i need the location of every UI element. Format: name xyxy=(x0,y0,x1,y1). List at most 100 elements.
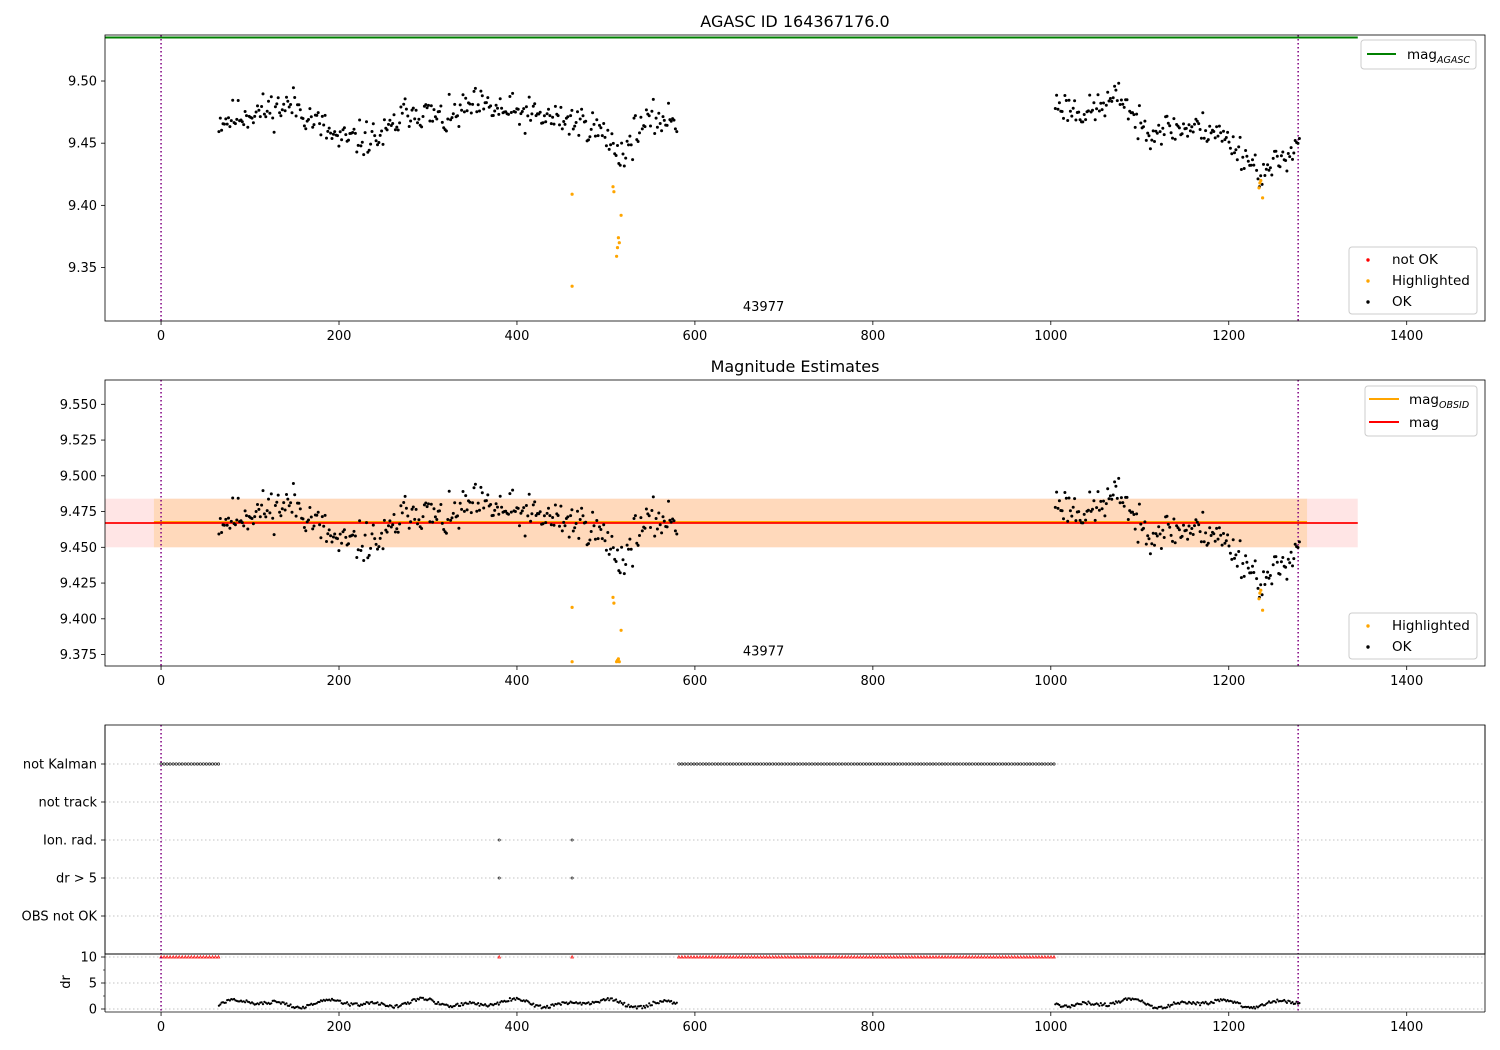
ok-point xyxy=(285,493,288,496)
ok-point xyxy=(1139,121,1143,125)
ok-point xyxy=(253,114,257,118)
ok-point xyxy=(1077,110,1081,114)
ok-point xyxy=(618,163,622,167)
ok-point xyxy=(425,505,429,509)
flag-marker xyxy=(816,762,820,766)
ok-point xyxy=(486,96,490,100)
dr-point xyxy=(544,1006,547,1009)
y-tick-label: 9.500 xyxy=(60,469,97,484)
flag-marker xyxy=(910,762,914,766)
ok-point xyxy=(513,510,517,513)
dr-clipped-marker xyxy=(919,954,923,959)
x-tick-label: 800 xyxy=(860,329,885,344)
dr-clipped-marker xyxy=(1006,954,1011,959)
ok-point xyxy=(475,110,479,114)
dr-clipped-marker xyxy=(952,954,957,959)
ok-point xyxy=(1274,149,1278,153)
ok-point xyxy=(640,529,644,533)
flag-marker xyxy=(162,762,166,766)
highlighted-point xyxy=(1261,196,1265,200)
ok-point xyxy=(1267,576,1271,580)
ok-point xyxy=(435,117,439,121)
dr-clipped-marker xyxy=(852,954,857,959)
ok-point xyxy=(553,503,557,507)
flag-marker xyxy=(873,762,877,766)
y-tick-label: 9.550 xyxy=(60,398,97,413)
ok-point xyxy=(628,134,632,138)
flag-marker xyxy=(192,762,196,766)
ok-point xyxy=(547,107,550,111)
ok-point xyxy=(1060,509,1064,513)
x-tick-label: 800 xyxy=(860,674,885,689)
ok-point xyxy=(1066,119,1070,122)
dr-clipped-marker xyxy=(728,954,733,959)
ok-point xyxy=(1241,155,1245,159)
dr-point xyxy=(1156,1007,1159,1010)
dr-clipped-marker xyxy=(870,954,875,959)
dr-clipped-marker xyxy=(776,954,781,959)
ok-point xyxy=(225,122,229,126)
ok-point xyxy=(593,134,597,138)
dr-clipped-marker xyxy=(1015,954,1020,959)
dr-clipped-marker xyxy=(791,954,796,959)
flag-marker xyxy=(801,762,805,766)
highlighted-point xyxy=(570,284,574,288)
flag-marker xyxy=(870,762,874,766)
y-tick-label: 9.400 xyxy=(60,612,97,627)
ok-point xyxy=(1162,536,1166,539)
dr-point xyxy=(461,1004,465,1007)
dr-point xyxy=(642,1004,645,1008)
flag-marker xyxy=(719,762,723,766)
dr-point xyxy=(219,1003,222,1006)
ok-point xyxy=(1150,138,1154,142)
ok-point xyxy=(1213,136,1217,140)
ok-point xyxy=(425,106,429,110)
legend-label-mag-obsid: magOBSID xyxy=(1409,392,1469,411)
ok-point xyxy=(1057,101,1061,105)
ok-point xyxy=(591,510,595,514)
legend-label-ok: OK xyxy=(1392,294,1413,310)
dr-point xyxy=(1285,1001,1288,1005)
ok-point xyxy=(1159,142,1163,146)
ok-point xyxy=(1099,101,1103,105)
ok-point xyxy=(355,556,359,559)
dr-point xyxy=(1107,1004,1111,1007)
ok-point xyxy=(421,115,425,118)
ok-point xyxy=(1150,542,1154,546)
flag-marker xyxy=(740,762,744,766)
ok-point xyxy=(399,105,403,109)
dr-point xyxy=(392,1006,396,1009)
ok-point xyxy=(508,95,512,98)
ok-point xyxy=(1270,173,1274,177)
x-tick-label: 0 xyxy=(157,1020,165,1035)
ok-point xyxy=(446,518,450,521)
ok-point xyxy=(431,119,435,123)
panel-magnitude-plot-area xyxy=(105,380,1358,666)
dr-point xyxy=(621,1003,625,1006)
ok-point xyxy=(588,538,592,542)
ok-point xyxy=(482,506,486,510)
ok-point xyxy=(544,120,548,124)
ok-point xyxy=(269,95,273,99)
panel-flags-axes: not Kalman not track Ion. rad. dr > 5 OBS no… xyxy=(22,724,1486,1035)
dr-point xyxy=(1254,1007,1257,1010)
flag-marker xyxy=(973,762,977,766)
ok-point xyxy=(1249,163,1253,167)
ok-point xyxy=(1169,533,1173,537)
ok-point xyxy=(600,537,604,541)
ok-point xyxy=(625,543,629,547)
ok-point xyxy=(253,515,257,519)
flag-marker xyxy=(1016,762,1020,766)
ok-point xyxy=(653,132,657,135)
ok-point xyxy=(1137,502,1141,506)
ok-point xyxy=(1226,533,1230,537)
dr-point xyxy=(639,1004,643,1007)
ok-point xyxy=(262,512,266,516)
ok-point xyxy=(581,514,585,518)
dr-point xyxy=(507,1000,510,1003)
dr-clipped-marker xyxy=(961,954,966,959)
dr-clipped-marker xyxy=(840,954,845,959)
ok-point xyxy=(482,107,486,111)
ok-point xyxy=(374,542,378,546)
dr-clipped-marker xyxy=(831,954,836,959)
